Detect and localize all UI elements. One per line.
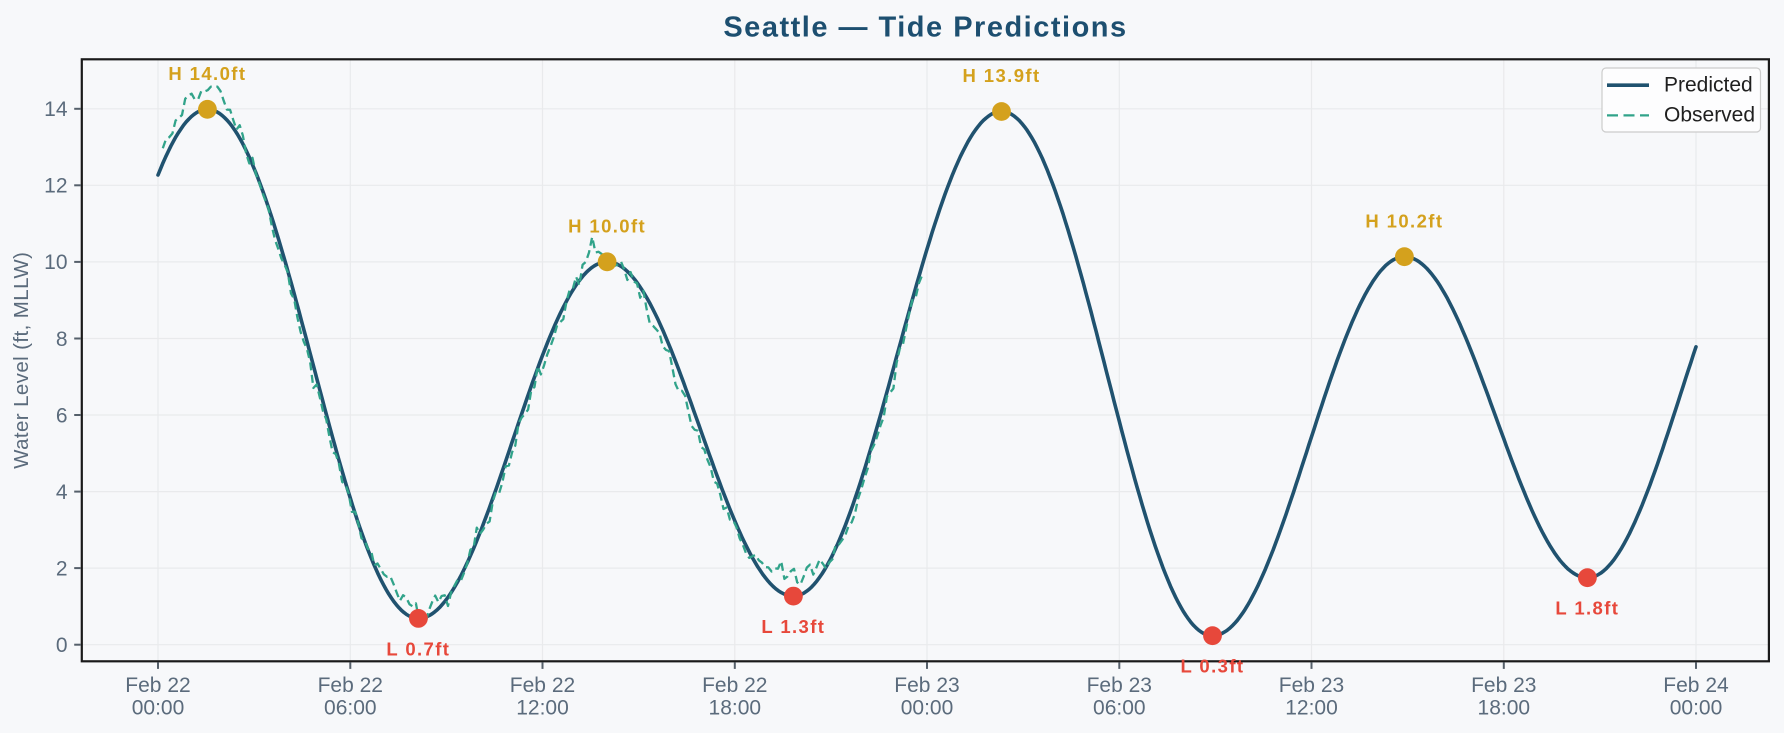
svg-text:00:00: 00:00 bbox=[901, 697, 954, 720]
svg-text:00:00: 00:00 bbox=[132, 697, 185, 720]
svg-text:12: 12 bbox=[44, 175, 67, 198]
svg-text:Observed: Observed bbox=[1664, 103, 1755, 126]
svg-text:Water Level (ft, MLLW): Water Level (ft, MLLW) bbox=[10, 252, 33, 469]
svg-text:Feb 22: Feb 22 bbox=[510, 674, 575, 697]
svg-text:6: 6 bbox=[56, 404, 68, 427]
svg-text:8: 8 bbox=[56, 328, 68, 351]
svg-text:Feb 23: Feb 23 bbox=[894, 674, 959, 697]
svg-text:18:00: 18:00 bbox=[1478, 697, 1531, 720]
svg-text:H 10.0ft: H 10.0ft bbox=[568, 216, 646, 237]
svg-text:H 14.0ft: H 14.0ft bbox=[168, 63, 246, 84]
svg-text:Feb 22: Feb 22 bbox=[125, 674, 190, 697]
svg-text:L 0.7ft: L 0.7ft bbox=[386, 638, 450, 659]
svg-text:Feb 24: Feb 24 bbox=[1663, 674, 1729, 697]
svg-text:12:00: 12:00 bbox=[1285, 697, 1338, 720]
svg-text:0: 0 bbox=[56, 634, 68, 657]
svg-text:Feb 22: Feb 22 bbox=[702, 674, 767, 697]
svg-text:14: 14 bbox=[44, 98, 68, 121]
svg-text:12:00: 12:00 bbox=[516, 697, 569, 720]
svg-text:06:00: 06:00 bbox=[1093, 697, 1146, 720]
svg-text:06:00: 06:00 bbox=[324, 697, 377, 720]
svg-text:Feb 23: Feb 23 bbox=[1087, 674, 1152, 697]
svg-text:Predicted: Predicted bbox=[1664, 74, 1753, 97]
svg-text:18:00: 18:00 bbox=[709, 697, 762, 720]
svg-text:Seattle — Tide Predictions: Seattle — Tide Predictions bbox=[723, 12, 1127, 44]
svg-text:2: 2 bbox=[56, 557, 68, 580]
svg-text:L 1.8ft: L 1.8ft bbox=[1555, 598, 1619, 619]
svg-text:00:00: 00:00 bbox=[1670, 697, 1723, 720]
svg-text:Feb 22: Feb 22 bbox=[318, 674, 383, 697]
svg-text:H 10.2ft: H 10.2ft bbox=[1365, 210, 1443, 231]
svg-text:Feb 23: Feb 23 bbox=[1279, 674, 1344, 697]
svg-text:L 1.3ft: L 1.3ft bbox=[761, 616, 825, 637]
svg-text:10: 10 bbox=[44, 251, 67, 274]
svg-text:4: 4 bbox=[56, 481, 68, 504]
svg-text:H 13.9ft: H 13.9ft bbox=[962, 65, 1040, 86]
svg-text:Feb 23: Feb 23 bbox=[1471, 674, 1536, 697]
svg-text:L 0.3ft: L 0.3ft bbox=[1181, 656, 1245, 677]
